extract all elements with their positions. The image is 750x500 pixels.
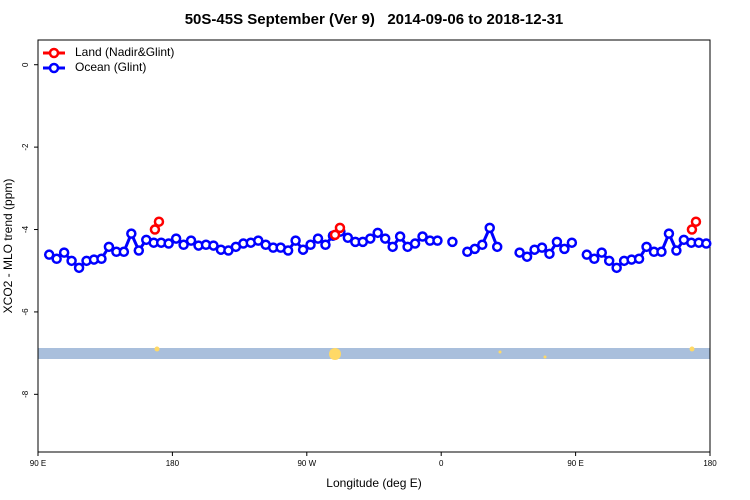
data-point — [596, 247, 607, 258]
data-point — [589, 253, 600, 265]
data-point — [701, 238, 712, 249]
data-point — [633, 253, 645, 265]
data-point — [103, 241, 115, 253]
x-axis-label: Longitude (deg E) — [326, 476, 421, 490]
x-tick-label: 180 — [166, 459, 180, 468]
chart-title: 50S-45S September (Ver 9) 2014-09-06 to … — [185, 11, 564, 28]
mask-dot — [329, 348, 341, 360]
data-point — [58, 247, 70, 258]
data-point — [372, 227, 383, 239]
x-tick-label: 90 W — [297, 459, 316, 468]
y-axis-label: XCO2 - MLO trend (ppm) — [1, 179, 15, 314]
data-point — [297, 244, 309, 255]
data-point — [149, 224, 161, 235]
data-point — [491, 241, 503, 253]
data-point — [379, 233, 391, 244]
data-point — [305, 239, 316, 251]
data-point — [611, 262, 622, 274]
y-tick-label: 0 — [21, 62, 30, 67]
legend-label: Land (Nadir&Glint) — [75, 45, 174, 59]
data-point — [417, 231, 428, 242]
data-point — [51, 253, 62, 265]
data-point — [559, 243, 570, 255]
data-point — [126, 228, 137, 239]
mask-band — [38, 348, 710, 359]
data-point — [118, 246, 130, 258]
data-point — [329, 229, 341, 241]
data-point — [66, 255, 77, 267]
x-tick-label: 180 — [703, 459, 717, 468]
data-point — [282, 245, 294, 256]
data-point — [521, 251, 533, 262]
data-point — [163, 238, 174, 249]
data-point — [208, 240, 219, 251]
y-tick-label: -4 — [21, 225, 30, 233]
mask-dot — [543, 355, 547, 359]
data-point — [536, 242, 548, 253]
mask-dot — [498, 350, 502, 354]
data-point — [387, 241, 398, 253]
x-tick-label: 90 E — [30, 459, 46, 468]
data-point — [641, 241, 652, 253]
data-point — [432, 235, 443, 246]
legend-marker — [48, 62, 60, 74]
data-point — [133, 245, 145, 256]
data-point — [484, 222, 495, 234]
legend-marker — [48, 47, 60, 59]
data-point — [334, 222, 346, 234]
data-point — [178, 239, 189, 251]
data-point — [603, 255, 615, 267]
y-tick-label: -6 — [21, 308, 30, 316]
mask-dot — [689, 346, 695, 352]
data-point — [409, 238, 421, 249]
y-tick-label: -8 — [21, 390, 30, 398]
legend-label: Ocean (Glint) — [75, 60, 146, 74]
data-point — [581, 249, 593, 260]
data-point — [43, 249, 55, 260]
data-point — [170, 233, 182, 244]
data-point — [290, 235, 301, 246]
x-tick-label: 0 — [439, 459, 444, 468]
data-point — [671, 245, 682, 256]
data-point — [394, 231, 406, 242]
data-point — [153, 216, 165, 227]
data-point — [312, 233, 324, 244]
data-point — [514, 247, 525, 258]
data-point — [253, 235, 264, 246]
data-point — [365, 233, 376, 244]
data-point — [73, 262, 85, 274]
data-point — [686, 224, 698, 235]
data-point — [477, 239, 488, 251]
data-point — [663, 228, 675, 239]
data-point — [469, 243, 481, 255]
x-tick-label: 90 E — [567, 459, 583, 468]
data-point — [447, 236, 458, 248]
data-point — [342, 232, 354, 244]
mask-dot — [154, 346, 160, 352]
data-point — [96, 253, 107, 265]
data-point — [551, 236, 563, 248]
y-tick-label: -2 — [21, 143, 30, 151]
data-point — [656, 246, 667, 258]
data-point — [566, 237, 578, 248]
data-point — [544, 248, 555, 260]
data-point — [320, 239, 331, 251]
data-point — [690, 216, 702, 227]
data-point — [185, 235, 197, 246]
